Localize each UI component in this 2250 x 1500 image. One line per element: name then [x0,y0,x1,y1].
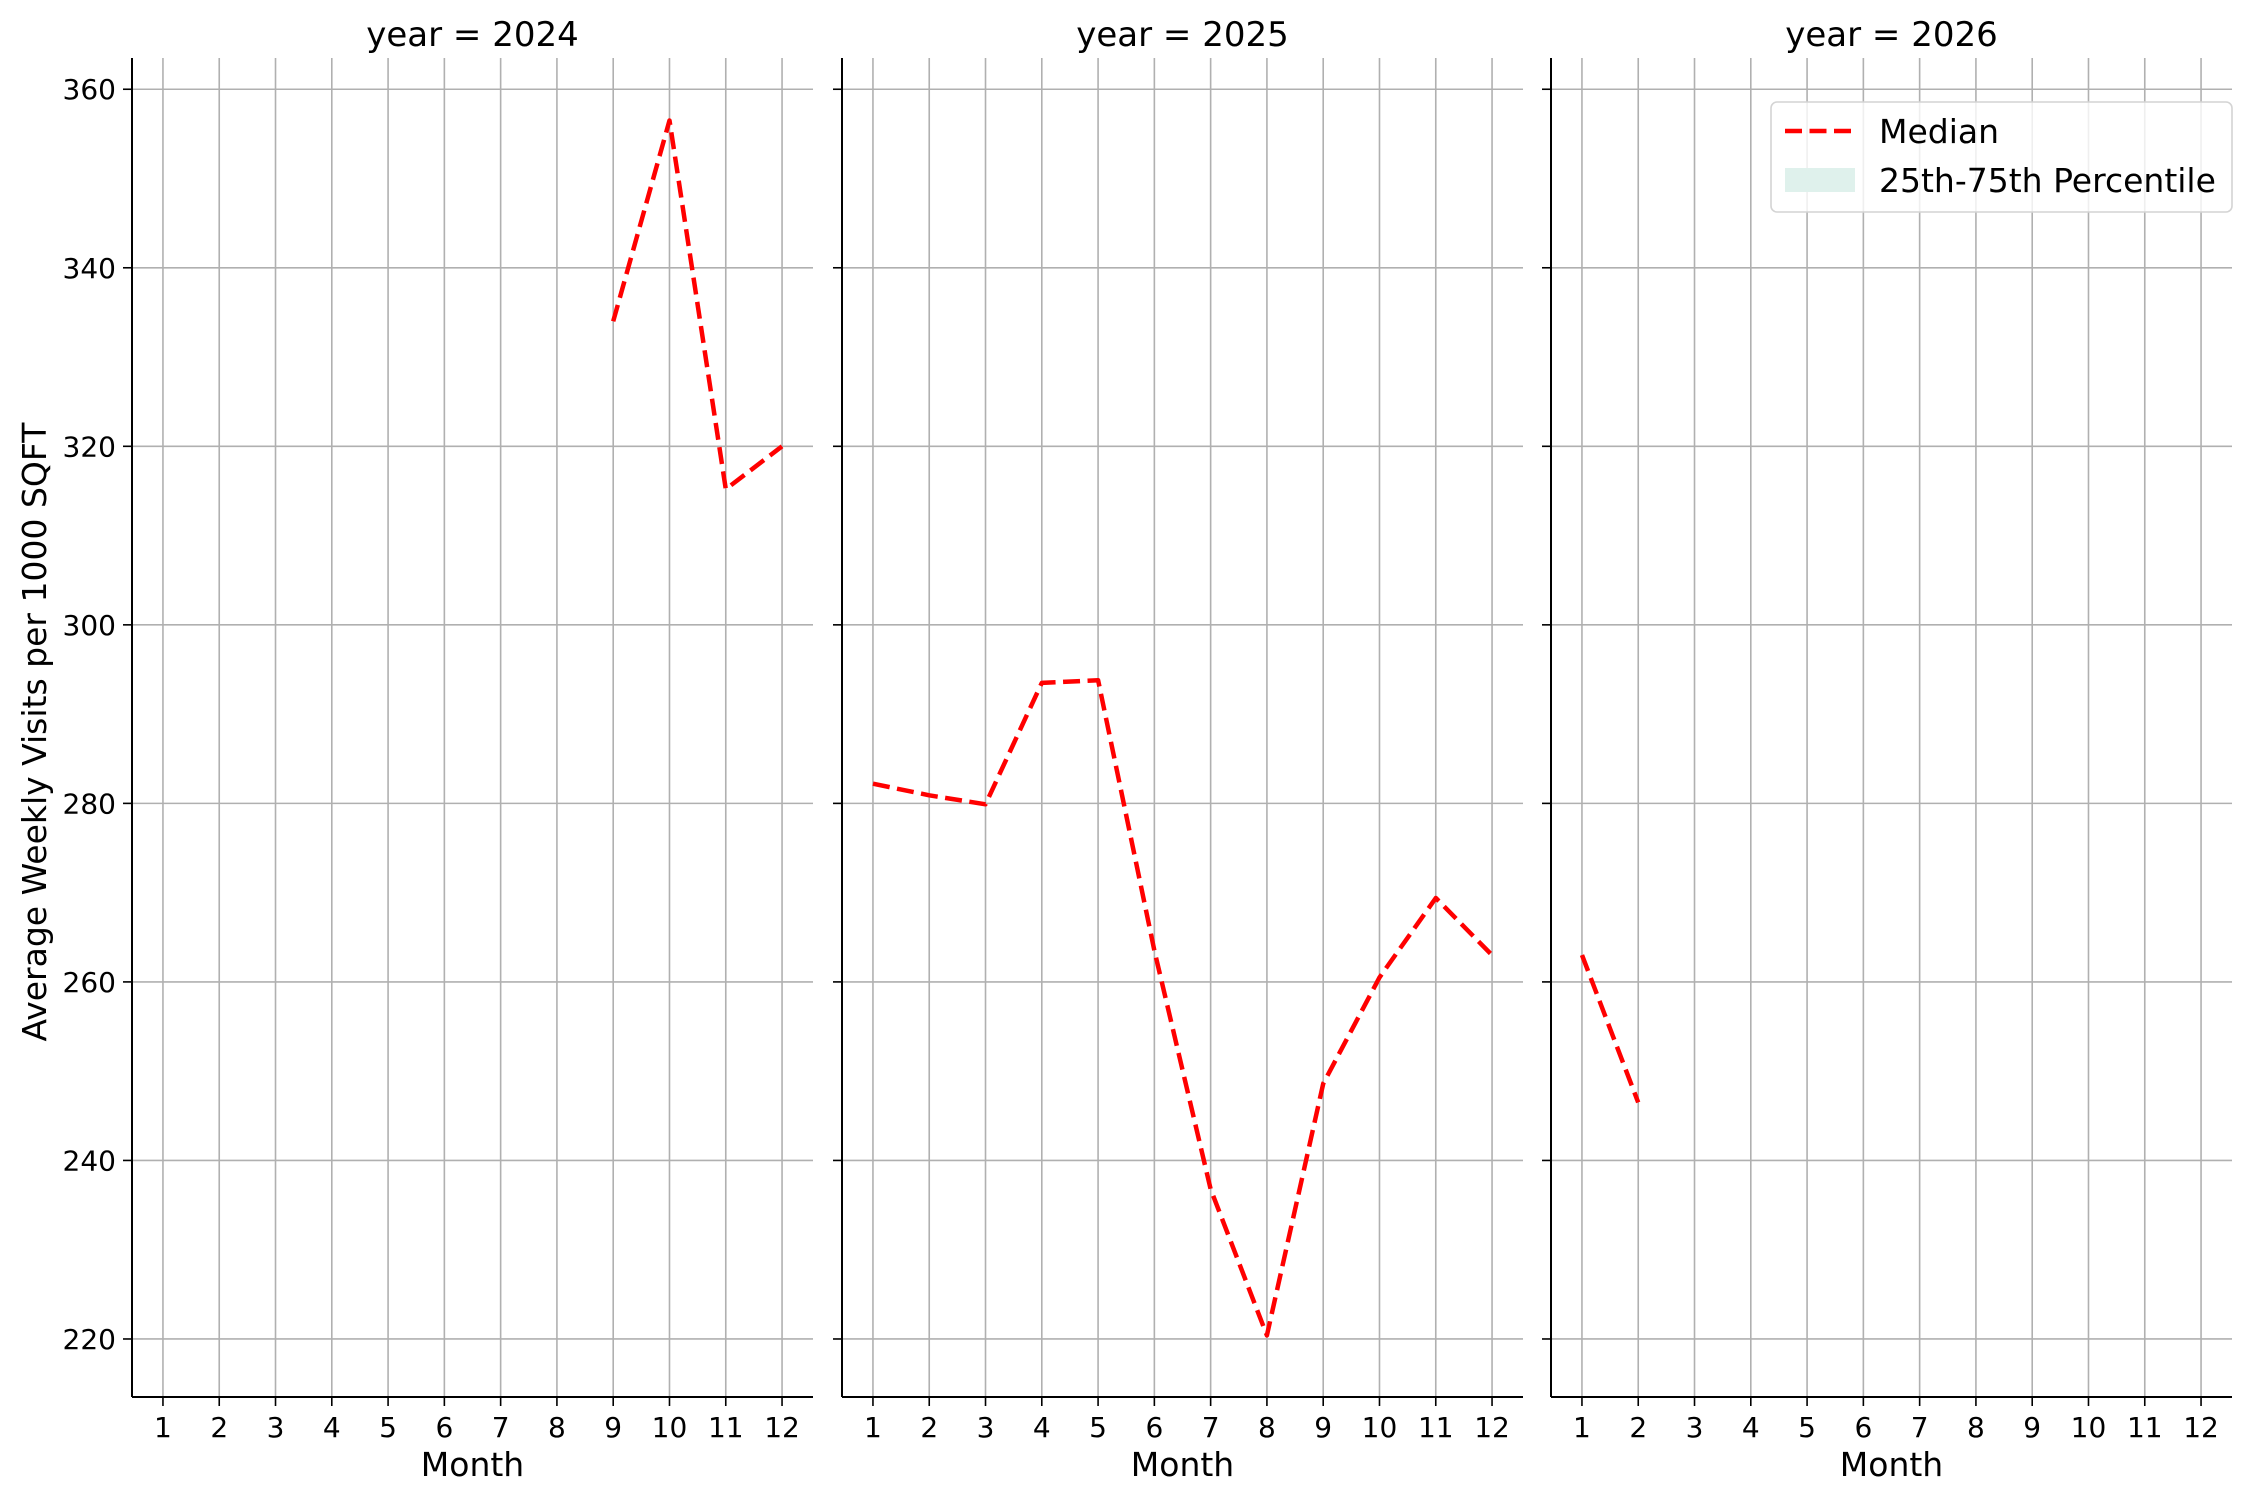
panel-title: year = 2025 [1076,15,1288,55]
x-tick-label: 8 [1967,1411,1985,1444]
y-tick-label: 320 [63,430,116,463]
x-tick-label: 2 [1629,1411,1647,1444]
x-tick-label: 5 [1798,1411,1816,1444]
legend-box [1770,101,2233,213]
legend-label: 25th-75th Percentile [1879,161,2216,200]
x-tick-label: 5 [1089,1411,1107,1444]
y-tick-label: 360 [63,73,116,106]
x-tick-label: 10 [652,1411,688,1444]
x-tick-label: 12 [2183,1411,2219,1444]
x-tick-label: 3 [267,1411,285,1444]
x-tick-label: 2 [210,1411,228,1444]
x-tick-label: 8 [1258,1411,1276,1444]
y-tick-label: 300 [63,609,116,642]
x-tick-label: 7 [1202,1411,1220,1444]
legend-label: Median [1879,112,1999,151]
x-tick-label: 7 [492,1411,510,1444]
panel-title: year = 2024 [366,15,578,55]
x-tick-label: 10 [2071,1411,2107,1444]
series-line-median [872,677,1494,1338]
x-tick-label: 11 [708,1411,744,1444]
x-tick-label: 7 [1911,1411,1929,1444]
x-tick-label: 4 [323,1411,341,1444]
x-axis-label: Month [421,1445,524,1484]
y-tick-label: 240 [63,1144,116,1177]
x-tick-label: 9 [604,1411,622,1444]
x-tick-label: 1 [154,1411,172,1444]
panels-layer: 1 2 3 4 5 6 7 8 9 10 11 12220240260280300320340360y… [63,15,2232,1484]
x-tick-label: 3 [1686,1411,1704,1444]
x-tick-label: 5 [379,1411,397,1444]
y-axis-label: Average Weekly Visits per 1000 SQFT [15,422,54,1042]
x-tick-label: 11 [1418,1411,1454,1444]
y-tick-label: 220 [63,1323,116,1356]
x-tick-label: 8 [548,1411,566,1444]
x-axis-label: Month [1840,1445,1943,1484]
x-tick-label: 1 [864,1411,882,1444]
series-line-median [611,118,784,492]
y-tick-label: 260 [63,966,116,999]
panel-title: year = 2026 [1785,15,1997,55]
x-tick-label: 9 [1314,1411,1332,1444]
x-tick-label: 6 [1854,1411,1872,1444]
x-tick-label: 10 [1362,1411,1398,1444]
x-axis-label: Month [1131,1445,1234,1484]
panel-1: 1 2 3 4 5 6 7 8 9 10 11 12220240260280300320340360y… [63,15,813,1484]
x-tick-label: 6 [1145,1411,1163,1444]
x-tick-label: 4 [1742,1411,1760,1444]
x-tick-label: 4 [1033,1411,1051,1444]
x-tick-label: 12 [764,1411,800,1444]
x-tick-label: 12 [1474,1411,1510,1444]
x-tick-label: 6 [435,1411,453,1444]
series-line-median [1579,954,1641,1104]
legend-swatch-percentile [1785,168,1855,192]
x-tick-label: 3 [977,1411,995,1444]
legend: Median 25th-75th Percentile [1770,101,2233,213]
x-tick-label: 2 [920,1411,938,1444]
x-tick-label: 11 [2127,1411,2163,1444]
x-tick-label: 9 [2023,1411,2041,1444]
x-tick-label: 1 [1573,1411,1591,1444]
y-tick-label: 280 [63,787,116,820]
y-tick-label: 340 [63,252,116,285]
